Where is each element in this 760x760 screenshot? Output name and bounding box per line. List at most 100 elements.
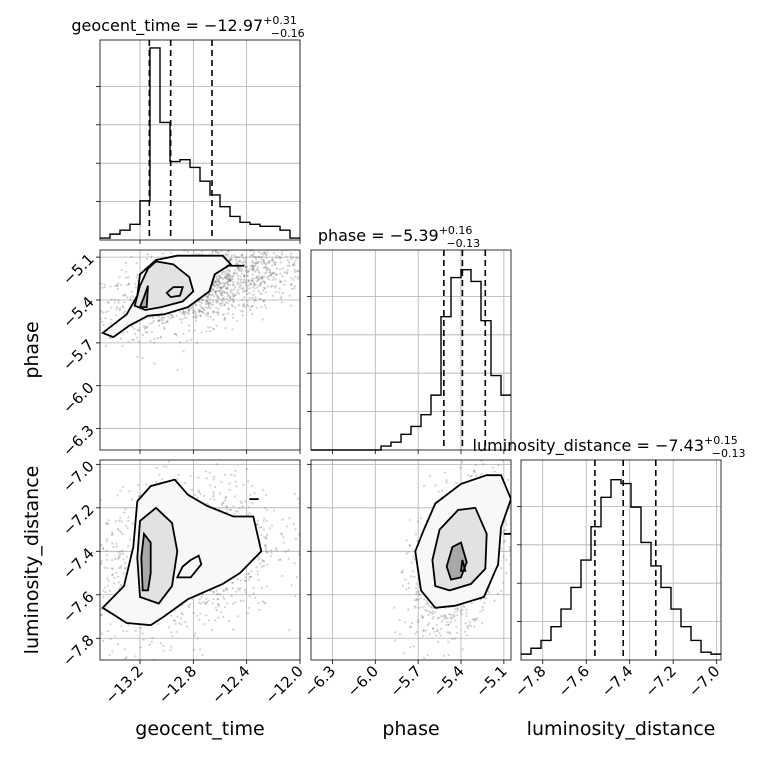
scatter-point <box>100 310 103 313</box>
scatter-point <box>181 613 184 616</box>
scatter-point <box>253 282 256 286</box>
scatter-point <box>109 336 112 339</box>
scatter-point <box>211 289 214 292</box>
scatter-point <box>214 281 217 284</box>
scatter-point <box>261 600 264 603</box>
scatter-point <box>437 616 440 619</box>
scatter-point <box>115 542 118 546</box>
scatter-point <box>444 616 448 619</box>
scatter-point <box>301 254 303 256</box>
scatter-point <box>209 471 212 474</box>
scatter-point <box>247 270 250 273</box>
scatter-point <box>152 319 155 323</box>
scatter-point <box>219 287 222 290</box>
scatter-point <box>249 493 252 497</box>
scatter-point <box>251 265 255 268</box>
scatter-point <box>211 251 214 254</box>
scatter-point <box>193 494 196 497</box>
scatter-point <box>294 259 297 262</box>
scatter-point <box>114 520 117 523</box>
scatter-point <box>213 284 216 287</box>
marginal-frame <box>310 249 512 451</box>
scatter-point <box>286 272 289 275</box>
scatter-point <box>205 600 209 604</box>
scatter-point <box>159 642 162 645</box>
scatter-point <box>264 548 268 551</box>
scatter-point <box>206 315 209 318</box>
scatter-point <box>314 270 316 272</box>
scatter-point <box>265 256 268 259</box>
scatter-point <box>234 469 237 473</box>
scatter-point <box>293 492 296 495</box>
scatter-point <box>470 474 473 477</box>
scatter-point <box>251 279 254 283</box>
tick-label-y: −7.0 <box>59 457 97 495</box>
scatter-point <box>127 283 130 286</box>
scatter-point <box>217 251 220 254</box>
scatter-point <box>244 579 247 582</box>
scatter-point <box>174 245 176 247</box>
tick-label-y: −7.8 <box>59 631 97 669</box>
scatter-point <box>118 307 121 310</box>
scatter-point <box>241 272 244 275</box>
scatter-point <box>170 251 173 254</box>
scatter-point <box>446 631 449 634</box>
joint-body <box>84 232 317 371</box>
scatter-point <box>244 278 247 281</box>
tick-label-y: −7.2 <box>59 501 97 539</box>
scatter-point <box>296 269 299 272</box>
scatter-point <box>497 464 500 467</box>
scatter-point <box>194 247 196 249</box>
scatter-point <box>298 553 300 556</box>
scatter-point <box>201 654 204 657</box>
scatter-point <box>84 319 86 321</box>
scatter-point <box>436 630 439 633</box>
scatter-point <box>236 232 238 234</box>
scatter-point <box>261 277 264 280</box>
scatter-point <box>275 256 278 260</box>
scatter-point <box>263 266 266 269</box>
scatter-point <box>480 460 483 462</box>
scatter-point <box>315 269 317 271</box>
scatter-point <box>127 519 130 523</box>
scatter-point <box>230 291 233 294</box>
scatter-point <box>251 264 254 267</box>
contour-outer <box>100 254 233 339</box>
scatter-point <box>229 278 232 281</box>
scatter-point <box>248 292 251 295</box>
scatter-point <box>225 495 228 499</box>
joint-body <box>393 460 511 660</box>
scatter-point <box>219 302 222 305</box>
scatter-point <box>473 625 476 628</box>
scatter-point <box>293 262 296 265</box>
scatter-point <box>188 606 191 609</box>
scatter-point <box>116 643 120 646</box>
scatter-point <box>230 304 233 307</box>
scatter-point <box>149 322 152 326</box>
scatter-point <box>449 620 452 624</box>
scatter-point <box>253 277 256 280</box>
scatter-point <box>236 256 239 259</box>
scatter-point <box>228 269 231 273</box>
scatter-point <box>191 311 194 314</box>
scatter-point <box>505 572 508 575</box>
scatter-point <box>100 614 103 617</box>
scatter-point <box>262 559 265 563</box>
scatter-point <box>235 272 238 275</box>
scatter-point <box>144 331 147 334</box>
joint-xticks: −6.3 −6.0 −5.7 −5.4 −5.1 <box>301 660 511 701</box>
scatter-point <box>226 273 229 276</box>
scatter-point <box>427 622 430 625</box>
scatter-point <box>231 328 234 331</box>
scatter-point <box>85 320 87 322</box>
scatter-point <box>222 234 224 236</box>
scatter-point <box>415 598 418 601</box>
scatter-point <box>491 466 494 469</box>
scatter-point <box>266 268 269 271</box>
tick-label-x: −7.4 <box>598 662 636 700</box>
scatter-point <box>279 281 282 284</box>
marginal-grid <box>521 460 721 660</box>
scatter-point <box>217 289 220 292</box>
histogram-luminosity_distance <box>521 478 721 655</box>
scatter-point <box>118 309 121 312</box>
